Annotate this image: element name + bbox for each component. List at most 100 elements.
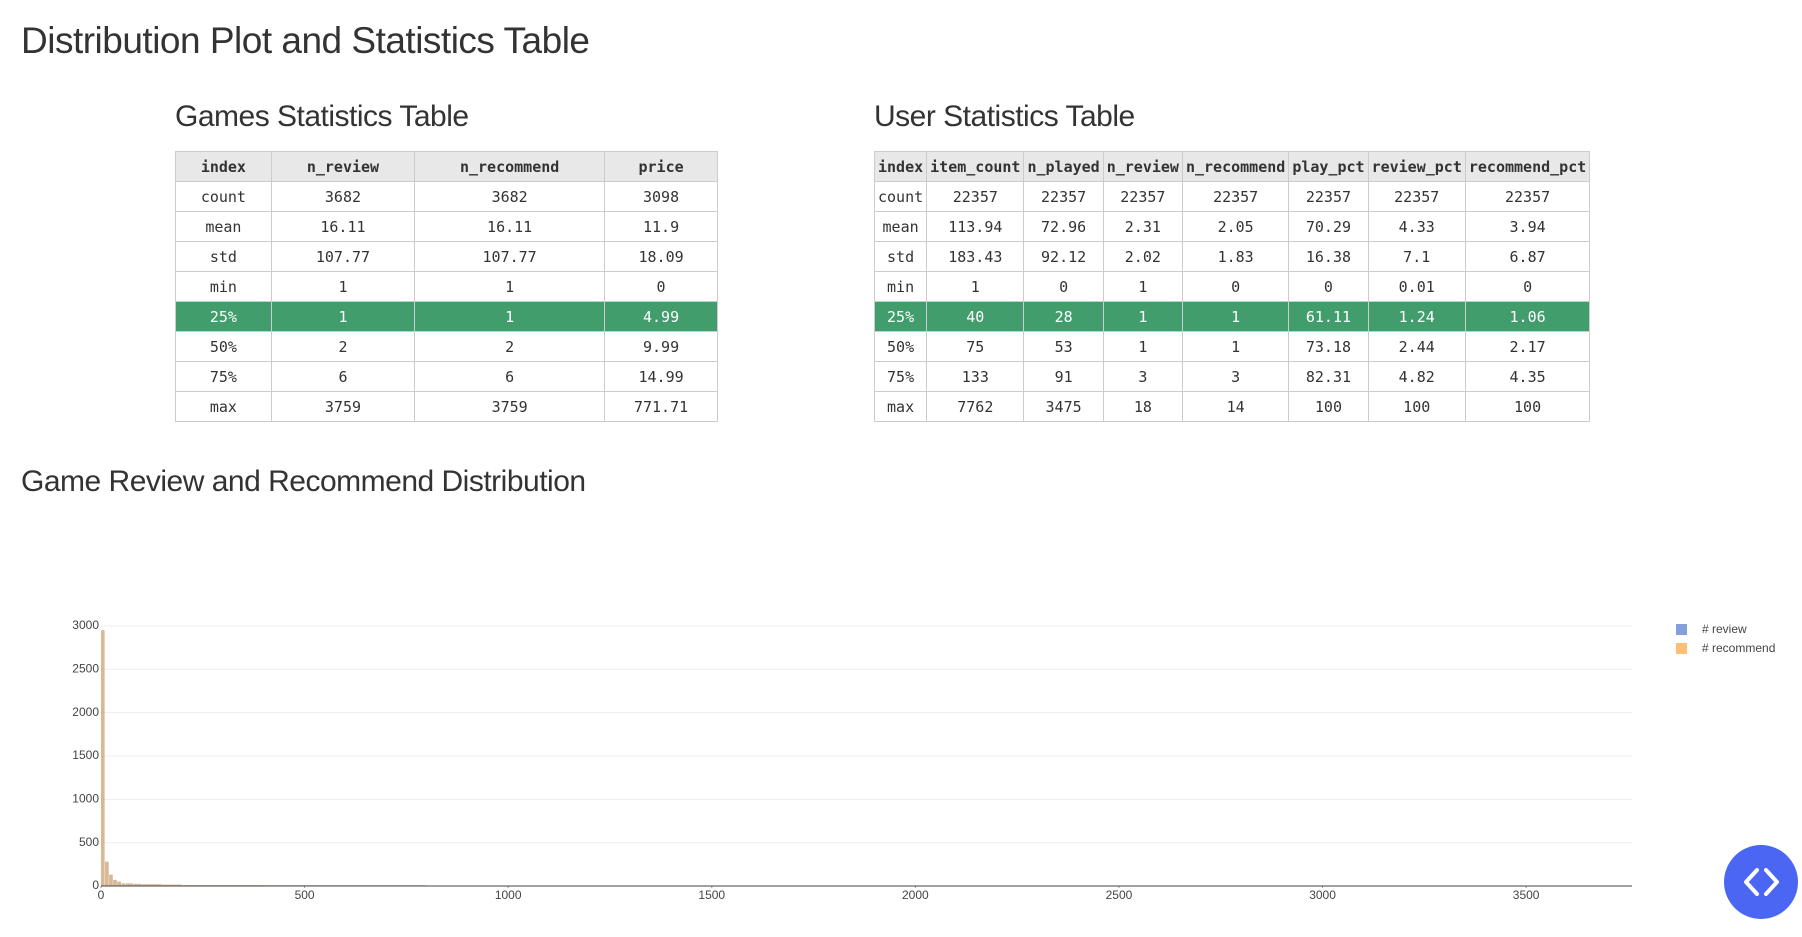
- table-cell: min: [873, 271, 928, 302]
- table-cell: 16.11: [414, 211, 606, 242]
- table-cell: min: [175, 271, 272, 302]
- legend-label: # recommend: [1702, 641, 1775, 655]
- table-cell: 9.99: [604, 331, 718, 362]
- table-cell: 3098: [604, 181, 718, 212]
- table-cell: 75%: [873, 361, 928, 392]
- y-tick-label: 2000: [72, 705, 99, 719]
- table-cell: count: [175, 181, 272, 212]
- table-cell: 3759: [414, 391, 606, 422]
- table-row: 75% 133 91 3 3 82.31 4.82 4.35: [873, 361, 1591, 392]
- histogram-bar: [117, 881, 121, 886]
- header-row: index item_count n_played n_review n_recomme…: [873, 151, 1591, 182]
- legend-label: # review: [1702, 622, 1747, 636]
- icon[interactable]: [1764, 868, 1779, 896]
- column-header: n_review: [270, 151, 416, 182]
- table-cell: 2: [270, 331, 416, 362]
- y-tick-label: 500: [79, 835, 99, 849]
- header-row: index n_review n_recommend price: [175, 151, 718, 182]
- y-tick-label: 0: [92, 878, 99, 892]
- column-header: price: [604, 151, 718, 182]
- table-cell: 1: [1102, 271, 1183, 302]
- histogram-bar: [101, 630, 105, 886]
- table-row: mean 113.94 72.96 2.31 2.05 70.29 4.33 3.94: [873, 211, 1591, 242]
- table-cell: 133: [926, 361, 1025, 392]
- table-cell: 50%: [175, 331, 272, 362]
- x-tick-label: 2000: [902, 888, 929, 902]
- histogram-bar: [105, 861, 109, 886]
- table-cell: 18.09: [604, 241, 718, 272]
- table-cell: 6: [270, 361, 416, 392]
- table-cell: 3682: [270, 181, 416, 212]
- table-cell: 0: [1023, 271, 1104, 302]
- table-cell: 2.17: [1464, 331, 1591, 362]
- table-cell: 1: [1102, 301, 1183, 332]
- histogram-bar: [121, 883, 125, 886]
- table-row: max 7762 3475 18 14 100 100 100: [873, 391, 1591, 422]
- table-cell: 3.94: [1464, 211, 1591, 242]
- table-cell: std: [175, 241, 272, 272]
- table-cell: 18: [1102, 391, 1183, 422]
- table-cell: 4.99: [604, 301, 718, 332]
- column-header: n_played: [1023, 151, 1104, 182]
- table-cell: std: [873, 241, 928, 272]
- table-cell: 0.01: [1367, 271, 1466, 302]
- table-cell: 16.11: [270, 211, 416, 242]
- table-cell: 72.96: [1023, 211, 1104, 242]
- table-cell: 22357: [1367, 181, 1466, 212]
- table-cell: 91: [1023, 361, 1104, 392]
- histogram-bar: [109, 874, 113, 886]
- table-cell: 61.11: [1288, 301, 1369, 332]
- table-row: count 22357 22357 22357 22357 22357 22357 22357: [873, 181, 1591, 212]
- histogram-bar: [133, 883, 142, 886]
- table-cell: 1: [1181, 331, 1290, 362]
- table-cell: 1: [414, 301, 606, 332]
- table-cell: 82.31: [1288, 361, 1369, 392]
- column-header: play_pct: [1288, 151, 1369, 182]
- table-cell: 7762: [926, 391, 1025, 422]
- table-cell: 6: [414, 361, 606, 392]
- table-cell: 1: [1181, 301, 1290, 332]
- y-tick-label: 1000: [72, 792, 99, 806]
- button-circle[interactable]: [1724, 845, 1798, 919]
- column-header: n_recommend: [1181, 151, 1290, 182]
- table-cell: 22357: [1102, 181, 1183, 212]
- table-cell: 22357: [1181, 181, 1290, 212]
- code-button[interactable]: [1724, 845, 1798, 919]
- table-cell: 2.05: [1181, 211, 1290, 242]
- table-cell: 25%: [873, 301, 928, 332]
- table-cell: 3475: [1023, 391, 1104, 422]
- table-cell: 73.18: [1288, 331, 1369, 362]
- table-cell: 4.35: [1464, 361, 1591, 392]
- table-cell: 183.43: [926, 241, 1025, 272]
- legend-swatch: [1676, 643, 1687, 654]
- table-cell: 107.77: [414, 241, 606, 272]
- table-cell: mean: [873, 211, 928, 242]
- table-cell: 14.99: [604, 361, 718, 392]
- table-cell: mean: [175, 211, 272, 242]
- icon[interactable]: [1744, 868, 1759, 896]
- games-table: index n_review n_recommend price count 3682 36…: [175, 151, 718, 422]
- table-cell: 28: [1023, 301, 1104, 332]
- table-cell: 1: [270, 271, 416, 302]
- column-header: review_pct: [1367, 151, 1466, 182]
- histogram-bar: [162, 884, 182, 886]
- table-cell: 0: [1181, 271, 1290, 302]
- y-tick-label: 2500: [72, 662, 99, 676]
- table-cell: 3: [1102, 361, 1183, 392]
- table-cell: 1.83: [1181, 241, 1290, 272]
- table-row: 25% 1 1 4.99: [175, 301, 718, 332]
- table-cell: 2.02: [1102, 241, 1183, 272]
- column-header: n_recommend: [414, 151, 606, 182]
- chart-title: Game Review and Recommend Distribution: [21, 465, 586, 498]
- table-row: 50% 75 53 1 1 73.18 2.44 2.17: [873, 331, 1591, 362]
- table-cell: 107.77: [270, 241, 416, 272]
- histogram-bar: [141, 884, 162, 886]
- table-cell: 70.29: [1288, 211, 1369, 242]
- table-cell: 53: [1023, 331, 1104, 362]
- table-cell: 1: [1102, 331, 1183, 362]
- table-row: std 183.43 92.12 2.02 1.83 16.38 7.1 6.87: [873, 241, 1591, 272]
- table-cell: 3682: [414, 181, 606, 212]
- column-header: n_review: [1102, 151, 1183, 182]
- table-cell: 1.06: [1464, 301, 1591, 332]
